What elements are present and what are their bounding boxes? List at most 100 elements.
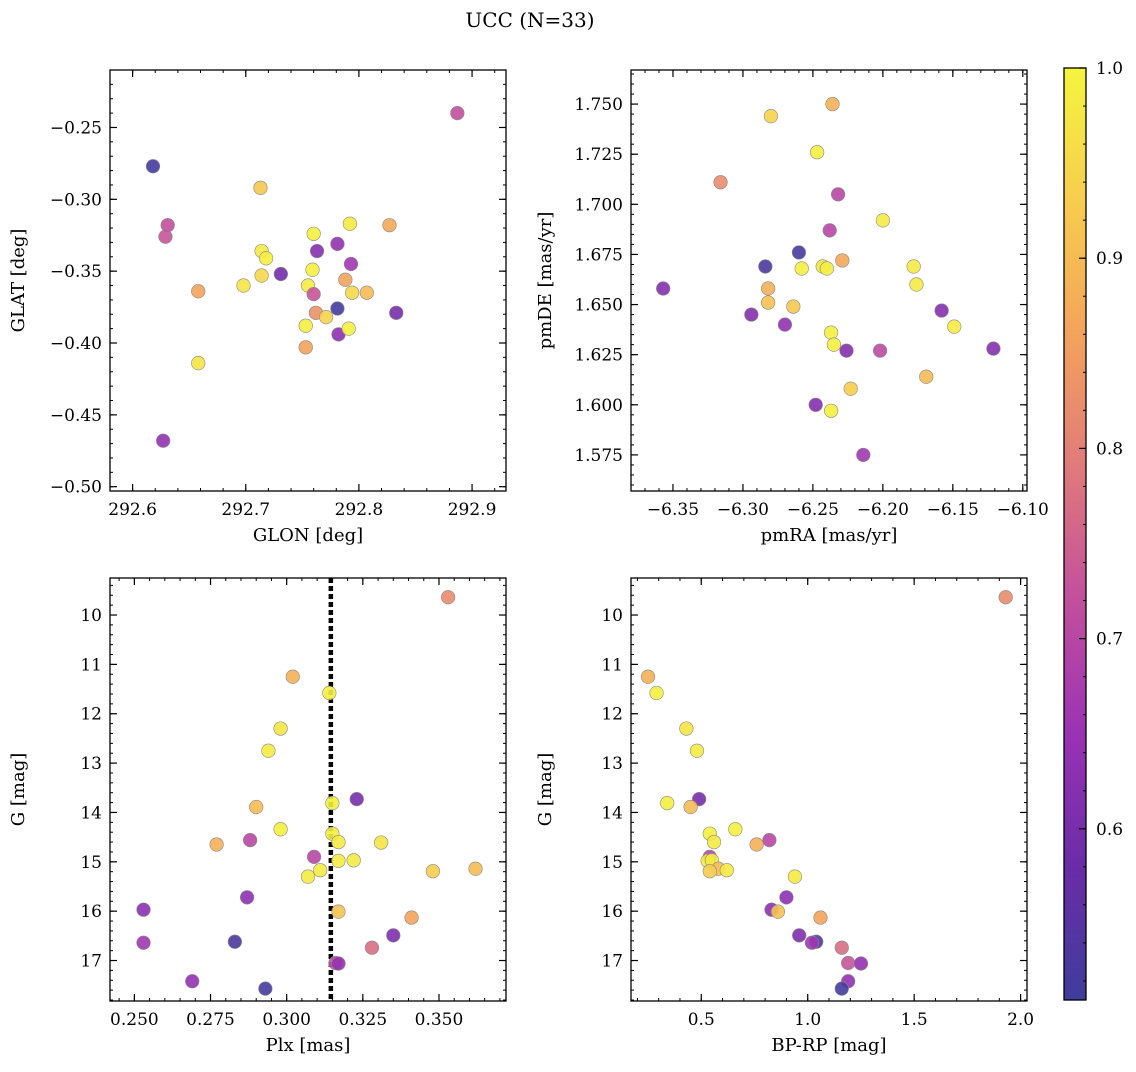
x-axis-label: pmRA [mas/yr]	[761, 525, 898, 546]
axes-frame	[109, 69, 507, 492]
data-point	[136, 935, 151, 950]
data-point	[191, 356, 206, 371]
data-point	[441, 590, 456, 605]
x-tick-label: 2.0	[1007, 1010, 1034, 1030]
y-tick-label: 1.650	[574, 296, 623, 316]
data-point	[386, 928, 401, 943]
data-point	[298, 318, 313, 333]
data-point	[185, 974, 200, 989]
data-point	[227, 934, 242, 949]
y-tick-label: 1.750	[574, 95, 623, 115]
y-tick-label: −0.35	[50, 262, 102, 282]
data-point	[319, 310, 334, 325]
data-point	[934, 303, 949, 318]
data-point	[835, 253, 850, 268]
y-tick-label: 17	[601, 952, 623, 972]
data-point	[342, 216, 357, 231]
data-point	[349, 792, 364, 807]
data-point	[243, 832, 258, 848]
y-tick-label: 13	[601, 754, 623, 774]
data-point	[839, 343, 854, 358]
data-point	[331, 956, 346, 971]
data-point	[841, 955, 856, 971]
data-point	[744, 307, 759, 322]
data-point	[258, 981, 273, 996]
data-point	[810, 145, 825, 160]
data-point	[346, 853, 361, 868]
colorbar-tick-label: 1.0	[1096, 59, 1123, 79]
data-point	[156, 433, 171, 448]
data-point	[777, 317, 793, 332]
axes-frame	[109, 577, 507, 1002]
data-point	[322, 685, 337, 701]
panel-2: −6.35 −6.30 −6.25 −6.20 −6.15 −6.10 1.750 1.725…	[535, 69, 1049, 546]
panel-3: 0.250 0.275 0.300 0.325 0.350 10 11 12 13 14 15 16 1…	[8, 577, 507, 1056]
data-point	[364, 940, 380, 955]
data-point	[986, 341, 1001, 356]
axes-frame	[630, 69, 1028, 492]
x-tick-label: 0.250	[110, 1010, 159, 1030]
data-point	[273, 822, 288, 837]
y-tick-label: −0.40	[50, 334, 102, 354]
x-tick-label: −6.20	[857, 500, 909, 520]
data-point	[305, 262, 320, 277]
data-point	[239, 890, 255, 905]
data-point	[191, 284, 206, 299]
y-tick-label: 14	[80, 803, 102, 823]
y-tick-label: 10	[601, 606, 623, 626]
data-point	[763, 109, 779, 124]
x-axis-label: GLON [deg]	[253, 525, 363, 546]
data-point	[261, 743, 276, 758]
y-tick-label: 15	[601, 853, 623, 873]
data-point	[160, 218, 175, 233]
colorbar-tick-label: 0.7	[1096, 630, 1123, 650]
data-point	[338, 272, 353, 287]
data-point	[313, 863, 328, 878]
data-point	[779, 890, 794, 905]
y-tick-label: 12	[601, 705, 623, 725]
data-point	[330, 301, 345, 316]
data-point	[830, 187, 846, 202]
data-point	[249, 799, 264, 815]
panel-1: 292.6 292.7 292.8 292.9 −0.25 −0.30 −0.35 −0.40…	[8, 69, 507, 546]
y-axis-label: GLAT [deg]	[8, 229, 29, 333]
data-point	[825, 96, 840, 112]
data-point	[689, 743, 705, 758]
axes-frame	[630, 577, 1028, 1002]
data-point	[236, 278, 251, 293]
data-point	[706, 834, 722, 850]
x-tick-label: −6.30	[717, 500, 769, 520]
y-tick-label: 11	[80, 655, 102, 675]
data-point	[819, 261, 835, 276]
x-tick-label: 292.6	[108, 500, 157, 520]
y-tick-label: 1.700	[574, 195, 623, 215]
data-point	[909, 277, 924, 292]
data-point	[804, 935, 820, 950]
data-point	[791, 245, 807, 260]
y-tick-label: 10	[80, 606, 102, 626]
data-point	[306, 849, 322, 864]
y-tick-label: 1.600	[574, 396, 623, 416]
y-tick-label: 1.625	[574, 346, 623, 366]
x-tick-label: 0.275	[186, 1010, 235, 1030]
colorbar-tick-label: 0.6	[1096, 820, 1123, 840]
data-point	[325, 795, 340, 811]
data-point	[300, 869, 316, 884]
y-tick-label: −0.30	[50, 190, 102, 210]
data-point	[919, 369, 934, 384]
data-point	[285, 669, 300, 684]
data-point	[389, 305, 404, 320]
data-point	[306, 226, 321, 241]
data-point	[343, 256, 359, 272]
y-axis-label: pmDE [mas/yr]	[535, 212, 556, 350]
data-point	[822, 223, 837, 238]
data-point	[719, 863, 734, 878]
x-tick-label: −6.35	[647, 500, 699, 520]
y-tick-label: 13	[80, 754, 102, 774]
colorbar-gradient	[1064, 68, 1086, 1000]
data-point	[158, 229, 173, 244]
data-point	[253, 180, 268, 195]
data-point	[382, 218, 397, 233]
data-point	[875, 213, 890, 228]
